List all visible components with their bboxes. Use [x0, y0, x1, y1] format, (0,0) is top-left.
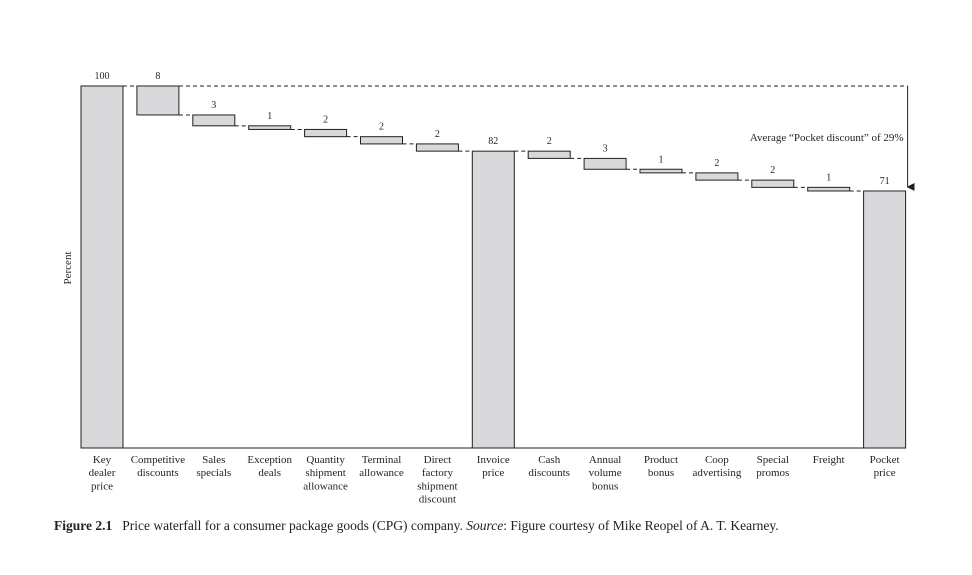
- decrement-bar: [136, 85, 180, 116]
- decrement-bar: [248, 125, 292, 130]
- source-text: : Figure courtesy of Mike Reopel of A. T…: [503, 518, 779, 533]
- category-label: Key dealer price: [89, 454, 116, 492]
- value-label: 82: [488, 136, 498, 147]
- value-label: 1: [659, 154, 664, 165]
- annotation-text: Average “Pocket discount” of 29%: [750, 132, 904, 144]
- category-label: Sales specials: [196, 454, 231, 479]
- figure-caption: Figure 2.1 Price waterfall for a consumer…: [54, 518, 954, 534]
- decrement-bar: [695, 172, 739, 181]
- caption-text: Price waterfall for a consumer package g…: [122, 518, 463, 533]
- pocket-discount-annotation: Average “Pocket discount” of 29%: [123, 85, 915, 191]
- category-label: Terminal allowance: [359, 454, 404, 479]
- decrement-bar: [527, 150, 571, 159]
- value-label: 100: [95, 71, 110, 82]
- value-label: 8: [155, 71, 160, 82]
- category-label: Direct factory shipment discount: [417, 454, 457, 506]
- value-label: 2: [547, 136, 552, 147]
- total-bar: [80, 85, 124, 449]
- decrement-bar: [192, 114, 236, 127]
- connector-lines: [123, 85, 864, 192]
- category-label: Competitive discounts: [131, 454, 186, 479]
- bars-group: [80, 85, 907, 449]
- category-label: Freight: [813, 454, 845, 466]
- value-label: 2: [435, 129, 440, 140]
- category-label: Quantity shipment allowance: [303, 454, 348, 492]
- value-label: 3: [211, 100, 216, 111]
- decrement-bar: [583, 157, 627, 170]
- category-label: Annual volume bonus: [589, 454, 622, 492]
- y-axis-label: Percent: [62, 252, 74, 285]
- value-label: 2: [323, 114, 328, 125]
- value-label: 3: [603, 143, 608, 154]
- value-label: 2: [770, 165, 775, 176]
- value-label: 2: [379, 122, 384, 133]
- value-label: 71: [880, 176, 890, 187]
- decrement-bar: [807, 186, 851, 192]
- category-label: Special promos: [756, 454, 789, 479]
- decrement-bar: [360, 136, 403, 145]
- category-label: Cash discounts: [528, 454, 570, 479]
- category-labels: Key dealer price Competitive discounts Sales s…: [89, 454, 900, 506]
- figure-number: Figure 2.1: [54, 518, 113, 533]
- category-label: Product bonus: [644, 454, 678, 479]
- value-labels: 100 8 3 1 2 2 2 82 2 3 1 2 2 1 71: [95, 71, 890, 187]
- decrement-bar: [751, 179, 795, 188]
- category-label: Invoice price: [477, 454, 510, 479]
- category-label: Coop advertising: [692, 454, 741, 479]
- value-label: 1: [826, 172, 831, 183]
- value-label: 1: [267, 111, 272, 122]
- total-bar: [863, 190, 907, 449]
- decrement-bar: [639, 168, 683, 174]
- source-label: Source: [466, 518, 504, 533]
- total-bar: [471, 150, 515, 449]
- value-label: 2: [714, 158, 719, 169]
- decrement-bar: [304, 128, 348, 138]
- category-label: Pocket price: [870, 454, 900, 479]
- decrement-bar: [415, 143, 459, 152]
- category-label: Exception deals: [247, 454, 292, 479]
